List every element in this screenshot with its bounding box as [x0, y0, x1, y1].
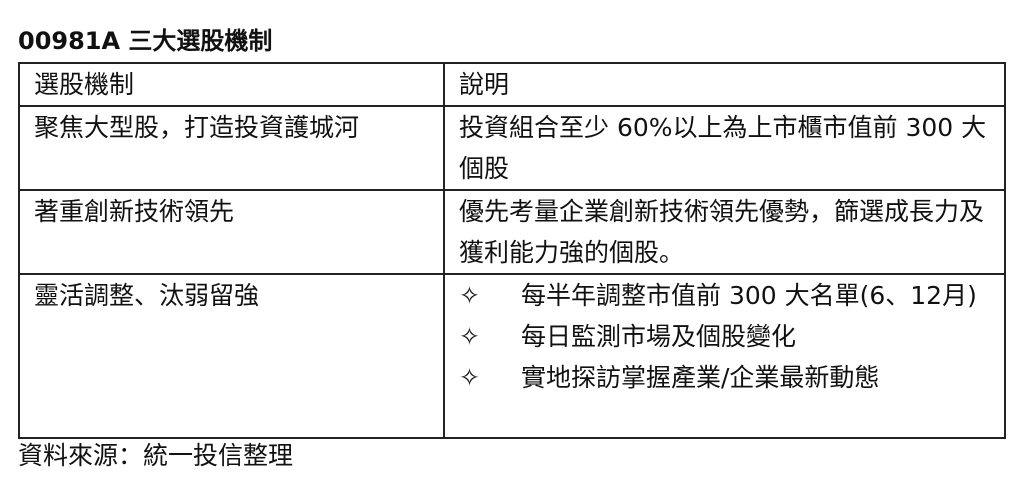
page-title: 00981A 三大選股機制 [18, 27, 273, 55]
header-mechanism: 選股機制 [18, 62, 445, 107]
bullet-list: ✧ 每半年調整市值前 300 大名單(6、12月) ✧ 每日監測市場及個股變化 ✧ 實… [459, 275, 1004, 398]
star-bullet-icon: ✧ [459, 322, 480, 351]
header-description: 說明 [443, 62, 1006, 107]
mechanism-cell: 聚焦大型股，打造投資護城河 [18, 105, 445, 191]
selection-mechanism-table: 選股機制 說明 聚焦大型股，打造投資護城河 投資組合至少 60%以上為上市櫃市值… [18, 62, 1006, 439]
description-cell: ✧ 每半年調整市值前 300 大名單(6、12月) ✧ 每日監測市場及個股變化 ✧ 實… [443, 273, 1006, 439]
source-note: 資料來源：統一投信整理 [18, 441, 294, 470]
list-item: ✧ 每半年調整市值前 300 大名單(6、12月) [459, 275, 1004, 316]
table-header-row: 選股機制 說明 [18, 62, 1006, 107]
description-cell: 投資組合至少 60%以上為上市櫃市值前 300 大個股 [443, 105, 1006, 191]
description-cell: 優先考量企業創新技術領先優勢，篩選成長力及獲利能力強的個股。 [443, 189, 1006, 275]
table-row: 著重創新技術領先 優先考量企業創新技術領先優勢，篩選成長力及獲利能力強的個股。 [18, 189, 1006, 275]
star-bullet-icon: ✧ [459, 281, 480, 310]
list-item: ✧ 每日監測市場及個股變化 [459, 316, 1004, 357]
table-row: 靈活調整、汰弱留強 ✧ 每半年調整市值前 300 大名單(6、12月) ✧ 每日監測… [18, 273, 1006, 439]
list-item: ✧ 實地探訪掌握產業/企業最新動態 [459, 357, 1004, 398]
star-bullet-icon: ✧ [459, 363, 480, 392]
mechanism-cell: 靈活調整、汰弱留強 [18, 273, 445, 439]
bullet-text: 每日監測市場及個股變化 [521, 322, 797, 351]
mechanism-cell: 著重創新技術領先 [18, 189, 445, 275]
bullet-text: 實地探訪掌握產業/企業最新動態 [521, 363, 880, 392]
table-row: 聚焦大型股，打造投資護城河 投資組合至少 60%以上為上市櫃市值前 300 大個… [18, 105, 1006, 191]
bullet-text: 每半年調整市值前 300 大名單(6、12月) [521, 281, 977, 310]
